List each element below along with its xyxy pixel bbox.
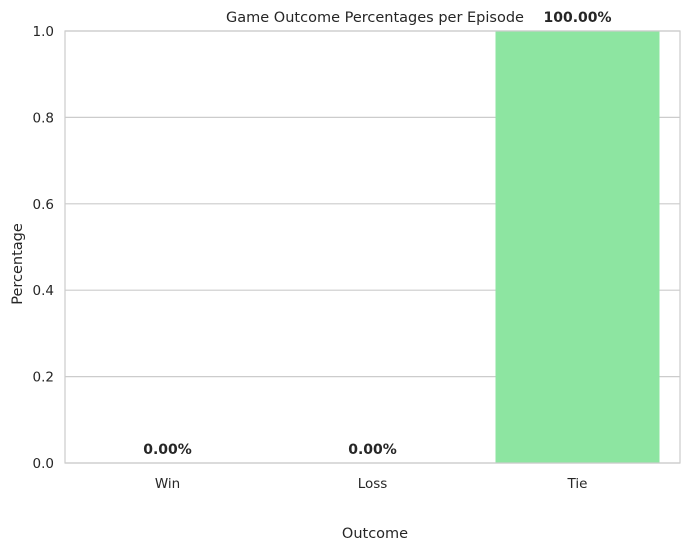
y-tick-label: 0.0 xyxy=(33,456,54,472)
y-tick-label: 0.6 xyxy=(33,197,54,213)
data-label-loss: 0.00% xyxy=(348,442,397,458)
plot-frame xyxy=(64,30,681,464)
x-axis-label: Outcome xyxy=(342,526,408,542)
y-tick-label: 1.0 xyxy=(33,24,54,40)
data-labels: 0.00% 0.00% 100.00% xyxy=(143,10,611,458)
bar-tie xyxy=(495,31,660,463)
bar-layer xyxy=(495,31,660,463)
chart-title: Game Outcome Percentages per Episode xyxy=(226,10,524,26)
y-tick-label: 0.2 xyxy=(33,370,54,386)
x-tick-label: Tie xyxy=(567,476,588,492)
y-axis-label: Percentage xyxy=(10,223,26,305)
data-label-tie: 100.00% xyxy=(543,10,611,26)
y-tick-label: 0.8 xyxy=(33,110,54,126)
x-tick-label: Win xyxy=(155,476,180,492)
data-label-win: 0.00% xyxy=(143,442,192,458)
x-tick-label: Loss xyxy=(358,476,388,492)
y-tick-label: 0.4 xyxy=(33,283,54,299)
x-tick-labels: Win Loss Tie xyxy=(155,476,588,492)
y-tick-labels: 0.0 0.2 0.4 0.6 0.8 1.0 xyxy=(33,24,54,472)
